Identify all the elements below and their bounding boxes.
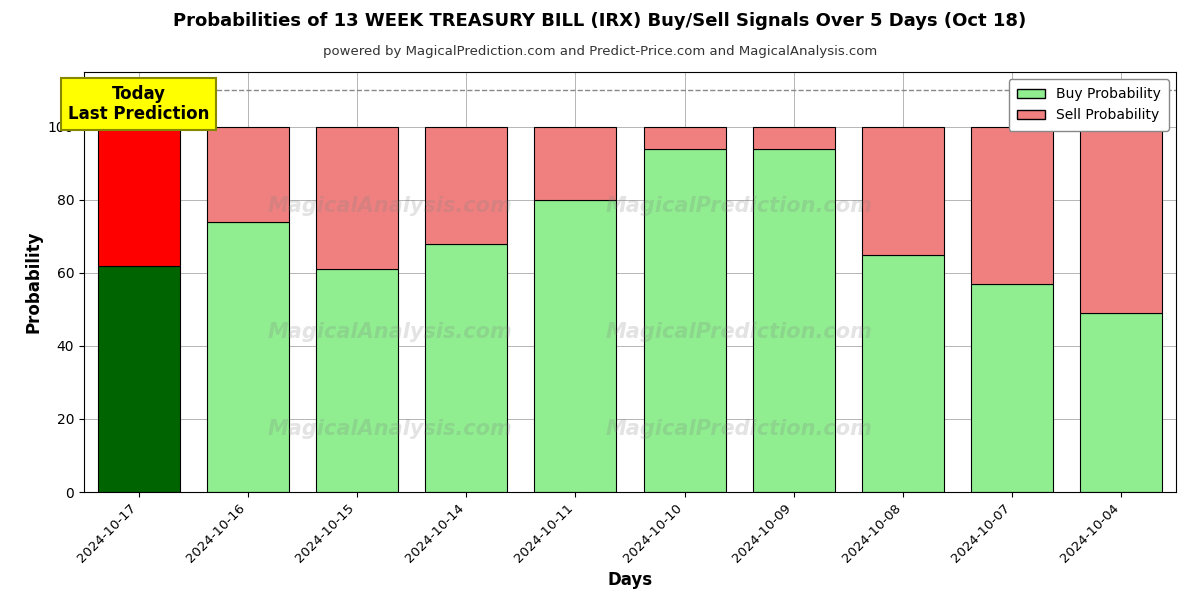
Text: MagicalPrediction.com: MagicalPrediction.com xyxy=(606,196,872,217)
Text: MagicalPrediction.com: MagicalPrediction.com xyxy=(606,322,872,343)
Legend: Buy Probability, Sell Probability: Buy Probability, Sell Probability xyxy=(1009,79,1169,131)
Bar xyxy=(971,284,1054,492)
Bar xyxy=(97,127,180,266)
Text: MagicalPrediction.com: MagicalPrediction.com xyxy=(606,419,872,439)
Bar xyxy=(206,127,289,222)
Bar xyxy=(316,269,398,492)
Bar xyxy=(752,127,835,149)
Bar xyxy=(425,244,508,492)
Bar xyxy=(534,127,617,200)
Text: MagicalAnalysis.com: MagicalAnalysis.com xyxy=(268,419,512,439)
Bar xyxy=(534,200,617,492)
Bar xyxy=(316,127,398,269)
Text: powered by MagicalPrediction.com and Predict-Price.com and MagicalAnalysis.com: powered by MagicalPrediction.com and Pre… xyxy=(323,45,877,58)
Bar xyxy=(862,127,944,254)
Text: Probabilities of 13 WEEK TREASURY BILL (IRX) Buy/Sell Signals Over 5 Days (Oct 1: Probabilities of 13 WEEK TREASURY BILL (… xyxy=(173,12,1027,30)
Bar xyxy=(643,127,726,149)
Text: MagicalAnalysis.com: MagicalAnalysis.com xyxy=(268,322,512,343)
Bar xyxy=(971,127,1054,284)
Bar xyxy=(1080,313,1163,492)
X-axis label: Days: Days xyxy=(607,571,653,589)
Text: MagicalAnalysis.com: MagicalAnalysis.com xyxy=(268,196,512,217)
Bar xyxy=(97,266,180,492)
Bar xyxy=(425,127,508,244)
Y-axis label: Probability: Probability xyxy=(24,231,42,333)
Bar xyxy=(643,149,726,492)
Bar xyxy=(1080,127,1163,313)
Bar xyxy=(206,222,289,492)
Bar xyxy=(752,149,835,492)
Text: Today
Last Prediction: Today Last Prediction xyxy=(68,85,209,124)
Bar xyxy=(862,254,944,492)
